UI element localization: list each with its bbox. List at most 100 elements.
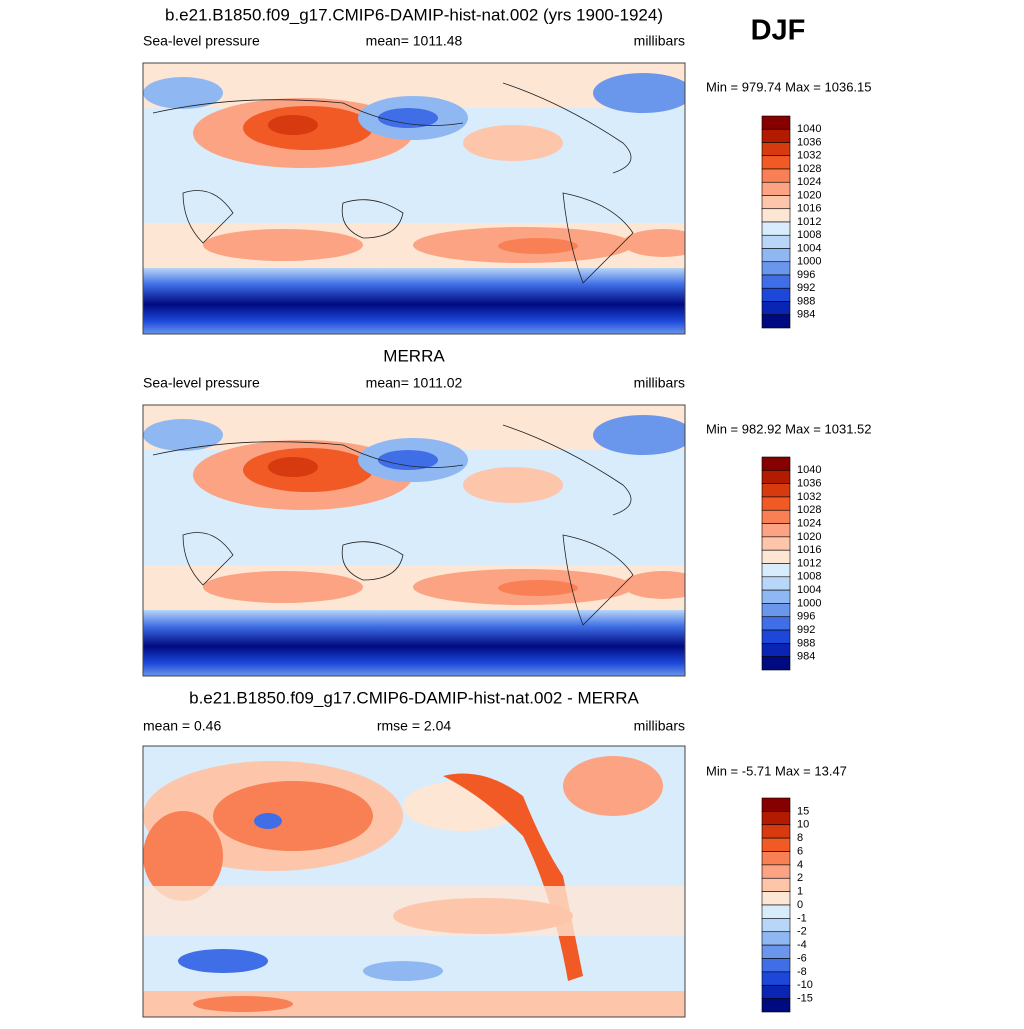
- colorbar-swatch: [761, 563, 791, 578]
- colorbar-label: 1036: [797, 136, 821, 148]
- colorbar-swatch: [761, 864, 791, 879]
- colorbar-label: -10: [797, 979, 813, 991]
- colorbar-label: 1012: [797, 216, 821, 228]
- colorbar-label: 6: [797, 845, 803, 857]
- colorbar-swatch: [761, 261, 791, 276]
- colorbar-swatch: [761, 958, 791, 973]
- colorbar-label: 988: [797, 637, 815, 649]
- center-label: rmse = 2.04: [377, 718, 452, 734]
- colorbar-swatch: [761, 142, 791, 157]
- colorbar-label: -15: [797, 993, 813, 1005]
- colorbar-label: 1028: [797, 504, 821, 516]
- colorbar-swatch: [761, 837, 791, 852]
- colorbar-swatch: [761, 248, 791, 263]
- colorbar-swatch: [761, 168, 791, 183]
- colorbar-swatch: [761, 155, 791, 170]
- colorbar-label: 984: [797, 651, 815, 663]
- colorbar-swatch: [761, 221, 791, 236]
- colorbar-swatch: [761, 984, 791, 999]
- colorbar-swatch: [761, 877, 791, 892]
- colorbar-label: 1016: [797, 544, 821, 556]
- left-label: mean = 0.46: [143, 718, 221, 734]
- colorbar-swatch: [761, 824, 791, 839]
- colorbar-label: 996: [797, 611, 815, 623]
- colorbar-label: 0: [797, 899, 803, 911]
- colorbar-label: 1040: [797, 464, 821, 476]
- colorbar-swatch: [761, 998, 791, 1013]
- colorbar-label: -2: [797, 926, 807, 938]
- colorbar-swatch: [761, 811, 791, 826]
- colorbar-swatch: [761, 616, 791, 631]
- colorbar-label: 8: [797, 832, 803, 844]
- colorbar-label: 1028: [797, 163, 821, 175]
- colorbar-label: 1004: [797, 584, 821, 596]
- colorbar-swatch: [761, 195, 791, 210]
- colorbar-label: 1020: [797, 531, 821, 543]
- colorbar-swatch: [761, 944, 791, 959]
- min-max: Min = -5.71 Max = 13.47: [706, 763, 847, 778]
- colorbar-swatch: [761, 208, 791, 223]
- colorbar-swatch: [761, 536, 791, 551]
- colorbar-label: 1020: [797, 189, 821, 201]
- colorbar-label: 1008: [797, 571, 821, 583]
- colorbar-swatch: [761, 301, 791, 316]
- colorbar-label: 996: [797, 269, 815, 281]
- colorbar-label: 1016: [797, 203, 821, 215]
- colorbar-label: 4: [797, 859, 803, 871]
- panel-title: b.e21.B1850.f09_g17.CMIP6-DAMIP-hist-nat…: [189, 688, 639, 707]
- map-frame: [142, 404, 686, 677]
- season-label: DJF: [751, 15, 806, 47]
- colorbar-swatch: [761, 891, 791, 906]
- colorbar-swatch: [761, 918, 791, 933]
- colorbar-label: 992: [797, 282, 815, 294]
- colorbar-label: -4: [797, 939, 807, 951]
- colorbar-swatch: [761, 656, 791, 671]
- colorbar-swatch: [761, 797, 791, 812]
- colorbar-swatch: [761, 589, 791, 604]
- colorbar-label: 1000: [797, 597, 821, 609]
- colorbar-label: 1040: [797, 123, 821, 135]
- colorbar-label: 984: [797, 309, 815, 321]
- colorbar-label: -8: [797, 966, 807, 978]
- colorbar-swatch: [761, 128, 791, 143]
- left-label: Sea-level pressure: [143, 375, 260, 391]
- colorbar-swatch: [761, 287, 791, 302]
- left-label: Sea-level pressure: [143, 33, 260, 49]
- colorbar-swatch: [761, 181, 791, 196]
- panel-title: b.e21.B1850.f09_g17.CMIP6-DAMIP-hist-nat…: [165, 5, 663, 24]
- colorbar-label: 15: [797, 805, 809, 817]
- map-frame: [142, 745, 686, 1018]
- map-frame: [142, 62, 686, 335]
- colorbar-label: 1012: [797, 557, 821, 569]
- units-label: millibars: [634, 375, 685, 391]
- colorbar-label: 988: [797, 295, 815, 307]
- colorbar-label: -1: [797, 912, 807, 924]
- colorbar-label: 1024: [797, 517, 821, 529]
- map: [143, 63, 685, 334]
- min-max: Min = 979.74 Max = 1036.15: [706, 79, 872, 94]
- colorbar-label: 1032: [797, 491, 821, 503]
- colorbar-swatch: [761, 603, 791, 618]
- colorbar-swatch: [761, 274, 791, 289]
- colorbar-label: 1024: [797, 176, 821, 188]
- colorbar-label: 1: [797, 886, 803, 898]
- colorbar-label: 10: [797, 819, 809, 831]
- map: [143, 405, 685, 676]
- center-label: mean= 1011.48: [366, 33, 463, 49]
- colorbar-swatch: [761, 971, 791, 986]
- colorbar-label: 1000: [797, 256, 821, 268]
- panel-title: MERRA: [383, 346, 445, 365]
- colorbar-swatch: [761, 851, 791, 866]
- colorbar-label: 992: [797, 624, 815, 636]
- colorbar-swatch: [761, 576, 791, 591]
- colorbar-label: 2: [797, 872, 803, 884]
- colorbar-label: 1004: [797, 242, 821, 254]
- colorbar-swatch: [761, 496, 791, 511]
- colorbar-swatch: [761, 314, 791, 329]
- units-label: millibars: [634, 33, 685, 49]
- colorbar-swatch: [761, 509, 791, 524]
- colorbar-label: 1008: [797, 229, 821, 241]
- colorbar-label: 1036: [797, 478, 821, 490]
- colorbar-swatch: [761, 629, 791, 644]
